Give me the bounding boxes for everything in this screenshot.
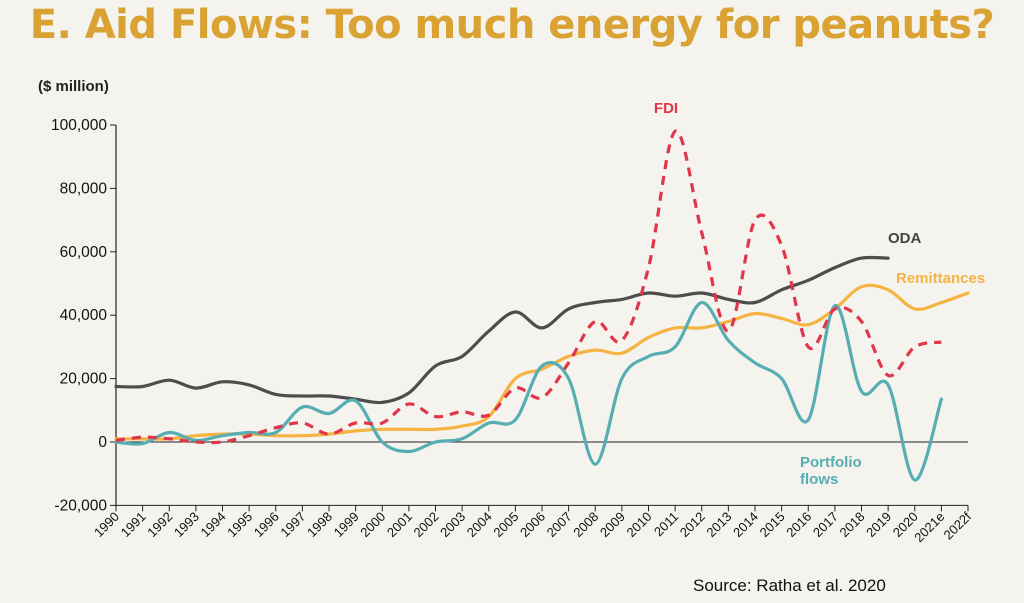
y-tick-label: 40,000 bbox=[60, 307, 108, 324]
series-label-portfolio-flows: flows bbox=[800, 471, 838, 488]
x-tick-label: 1996 bbox=[251, 509, 282, 540]
x-tick-label: 2014 bbox=[730, 509, 761, 540]
series-label-portfolio-flows: Portfolio bbox=[800, 454, 862, 471]
x-tick-label: 1995 bbox=[224, 509, 255, 540]
y-tick-label: 20,000 bbox=[60, 371, 108, 388]
series-label-fdi: FDI bbox=[654, 100, 678, 117]
x-tick-label: 2009 bbox=[597, 509, 628, 540]
series-line-oda bbox=[114, 255, 890, 405]
x-tick-label: 2016 bbox=[783, 509, 814, 540]
x-tick-label: 2002 bbox=[411, 509, 442, 540]
series-line-fdi bbox=[115, 129, 942, 445]
x-tick-label: 2015 bbox=[757, 509, 788, 540]
x-tick-label: 2008 bbox=[570, 509, 601, 540]
series-label-remittances: Remittances bbox=[896, 270, 985, 287]
x-tick-label: 2022f bbox=[941, 509, 975, 543]
x-tick-label: 2013 bbox=[703, 509, 734, 540]
x-tick-label: 2001 bbox=[384, 509, 415, 540]
x-tick-label: 2006 bbox=[517, 509, 548, 540]
series-line-portfolio-flows bbox=[114, 300, 943, 482]
x-tick-label: 1997 bbox=[277, 509, 308, 540]
chart-title: E. Aid Flows: Too much energy for peanut… bbox=[29, 2, 995, 48]
x-tick-label: 1994 bbox=[198, 509, 229, 540]
x-tick-label: 2017 bbox=[810, 509, 841, 540]
x-tick-label: 1999 bbox=[331, 509, 362, 540]
y-tick-label: 80,000 bbox=[60, 180, 108, 197]
x-tick-label: 2010 bbox=[624, 509, 655, 540]
series-label-oda: ODA bbox=[888, 230, 922, 247]
x-tick-label: 1991 bbox=[118, 509, 149, 540]
x-tick-label: 2007 bbox=[544, 509, 575, 540]
x-tick-label: 2019 bbox=[863, 509, 894, 540]
x-tick-label: 2011 bbox=[651, 509, 681, 539]
x-tick-label: 2004 bbox=[464, 509, 495, 540]
x-tick-label: 2003 bbox=[437, 509, 468, 540]
x-tick-label: 2005 bbox=[490, 509, 521, 540]
x-tick-label: 1992 bbox=[144, 509, 175, 540]
source-note: Source: Ratha et al. 2020 bbox=[693, 576, 886, 595]
x-tick-label: 2000 bbox=[357, 509, 388, 540]
x-tick-label: 1998 bbox=[304, 509, 335, 540]
x-tick-label: 2021e bbox=[911, 509, 947, 545]
x-tick-label: 2012 bbox=[677, 509, 708, 540]
y-tick-label: 0 bbox=[98, 434, 107, 451]
y-tick-label: -20,000 bbox=[54, 497, 107, 514]
y-axis-unit-label: ($ million) bbox=[38, 78, 109, 95]
y-tick-label: 100,000 bbox=[51, 117, 107, 134]
x-tick-label: 2018 bbox=[837, 509, 868, 540]
y-tick-label: 60,000 bbox=[60, 244, 108, 261]
x-tick-label: 1993 bbox=[171, 509, 202, 540]
